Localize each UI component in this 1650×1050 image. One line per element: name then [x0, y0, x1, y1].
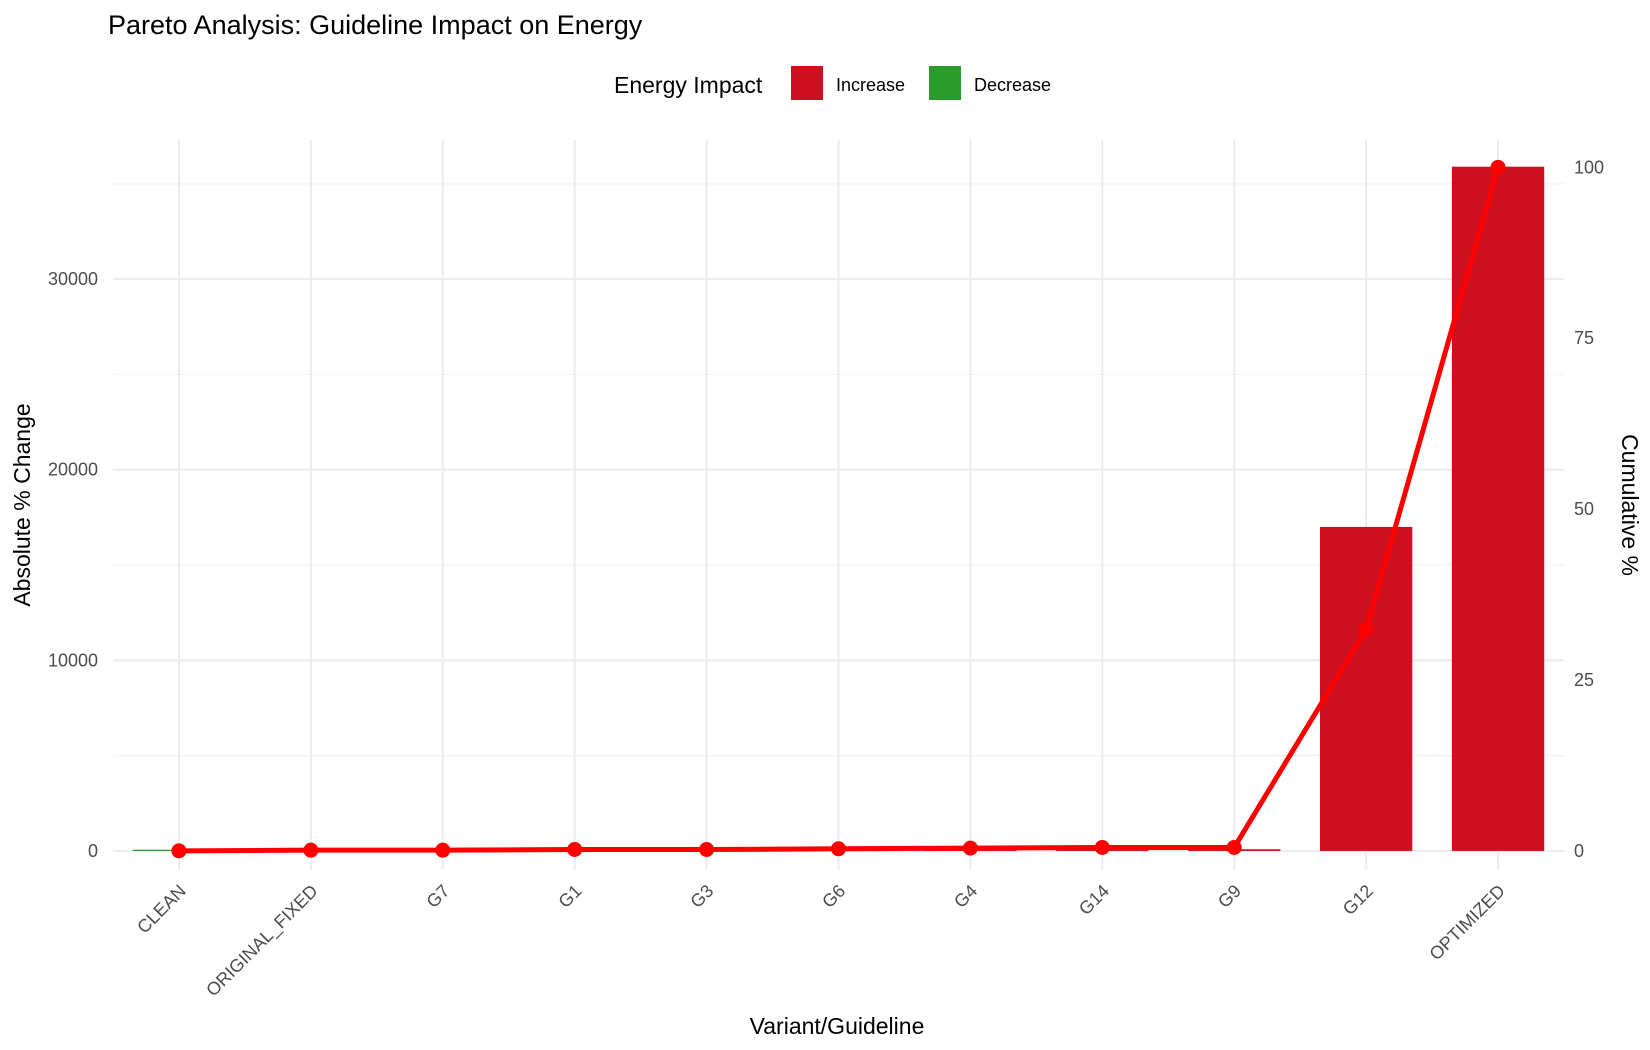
y-tick-label: 20000 [48, 460, 98, 480]
y2-tick-label: 50 [1574, 499, 1594, 519]
bar-optimized [1451, 166, 1545, 851]
x-tick-label: G14 [1075, 881, 1113, 919]
cumulative-point [435, 842, 451, 858]
y-axis-ticks: 0 10000 20000 30000 [48, 269, 98, 861]
cumulative-line-layer [171, 159, 1506, 859]
x-tick-label: G7 [422, 881, 453, 912]
legend-label-increase: Increase [836, 75, 905, 95]
y2-tick-label: 25 [1574, 670, 1594, 690]
chart-title: Pareto Analysis: Guideline Impact on Ene… [108, 10, 643, 40]
x-tick-label: OPTIMIZED [1425, 881, 1508, 964]
x-tick-label: G1 [554, 881, 585, 912]
bar-g12 [1319, 526, 1413, 851]
x-axis-title: Variant/Guideline [750, 1013, 925, 1039]
y2-axis-ticks: 0 25 50 75 100 [1574, 157, 1604, 861]
x-tick-label: G12 [1339, 881, 1377, 919]
legend-label-decrease: Decrease [974, 75, 1051, 95]
x-tick-label: CLEAN [133, 881, 190, 938]
cumulative-point [699, 841, 715, 857]
x-tick-label: G4 [950, 881, 981, 912]
cumulative-point [1490, 159, 1506, 175]
cumulative-point [567, 841, 583, 857]
legend-swatch-increase [791, 66, 823, 100]
y-axis-title: Absolute % Change [9, 403, 35, 606]
x-tick-label: G6 [818, 881, 849, 912]
cumulative-point [831, 841, 846, 857]
bars [132, 166, 1545, 851]
y2-tick-label: 75 [1574, 328, 1594, 348]
cumulative-point [962, 840, 978, 856]
cumulative-point [1094, 839, 1110, 855]
y2-axis-title: Cumulative % [1617, 434, 1643, 576]
legend-swatch-decrease [929, 66, 961, 100]
x-tick-label: ORIGINAL_FIXED [202, 881, 322, 1001]
x-tick-label: G9 [1214, 881, 1245, 912]
y-tick-label: 0 [88, 841, 98, 861]
y2-tick-label: 100 [1574, 157, 1604, 177]
cumulative-point [1358, 621, 1374, 637]
cumulative-point [303, 842, 319, 858]
y2-tick-label: 0 [1574, 841, 1584, 861]
y-tick-label: 10000 [48, 650, 98, 670]
legend: Energy Impact Increase Decrease [614, 66, 1051, 100]
legend-title: Energy Impact [614, 72, 763, 98]
y-tick-label: 30000 [48, 269, 98, 289]
x-tick-label: G3 [686, 881, 717, 912]
cumulative-point [1226, 839, 1242, 855]
x-axis-ticks: CLEAN ORIGINAL_FIXED G7 G1 G3 G6 G4 G14 G9 G12 OPT… [133, 881, 1509, 1001]
cumulative-point [171, 843, 187, 859]
